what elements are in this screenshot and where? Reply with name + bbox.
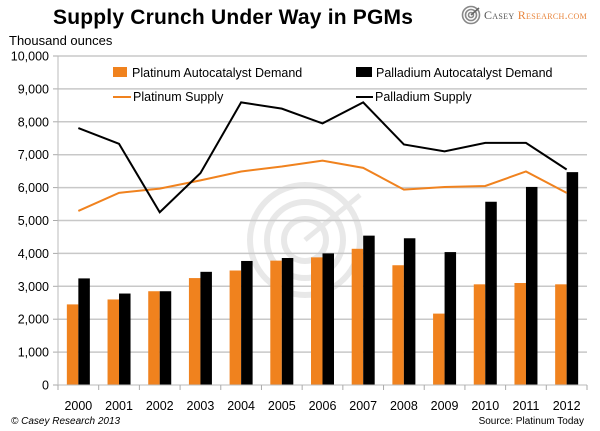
legend-swatch-palladium-demand: [356, 67, 372, 77]
bar-palladium-demand-2010: [485, 201, 497, 385]
x-tick-label: 2001: [105, 399, 133, 413]
x-tick-label: 2004: [227, 399, 255, 413]
x-tick-label: 2007: [349, 399, 377, 413]
y-tick-label: 5,000: [18, 214, 49, 228]
logo-text-casey: Casey: [484, 7, 515, 22]
y-axis-label: Thousand ounces: [9, 33, 113, 48]
bar-platinum-demand-2001: [107, 299, 120, 385]
line-palladium-supply: [77, 101, 568, 214]
bar-platinum-demand-2004: [229, 270, 242, 385]
y-tick-label: 0: [42, 379, 49, 393]
bar-palladium-demand-2004: [241, 260, 253, 385]
legend: Platinum Autocatalyst Demand Palladium A…: [113, 66, 553, 104]
bar-platinum-demand-2008: [392, 265, 404, 385]
x-tick-label: 2006: [309, 399, 337, 413]
y-tick-label: 1,000: [18, 346, 49, 360]
y-tick-label: 9,000: [18, 82, 49, 96]
casey-research-logo: Casey Research.com: [461, 5, 587, 25]
bar-platinum-demand-2002: [148, 291, 160, 385]
y-tick-label: 10,000: [11, 50, 49, 64]
x-tick-label: 2002: [146, 399, 174, 413]
bar-palladium-demand-2001: [119, 293, 131, 385]
x-tick-label: 2000: [64, 399, 92, 413]
bar-palladium-demand-2005: [281, 258, 294, 385]
source-note: Source: Platinum Today: [478, 416, 584, 427]
x-tick-label: 2010: [471, 399, 499, 413]
legend-label-platinum-demand: Platinum Autocatalyst Demand: [132, 66, 302, 80]
x-tick-label: 2012: [553, 399, 581, 413]
legend-label-platinum-supply: Platinum Supply: [133, 90, 224, 104]
bar-palladium-demand-2006: [322, 253, 334, 385]
logo-text-research: Research.com: [517, 7, 587, 22]
bar-palladium-demand-2011: [525, 186, 538, 385]
y-tick-label: 6,000: [18, 181, 49, 195]
bar-platinum-demand-2010: [473, 284, 486, 385]
bar-platinum-demand-2005: [270, 260, 282, 385]
x-tick-label: 2008: [390, 399, 418, 413]
bar-platinum-demand-2000: [66, 304, 79, 385]
bar-palladium-demand-2008: [403, 238, 416, 385]
legend-swatch-platinum-demand: [113, 67, 127, 77]
bar-palladium-demand-2009: [444, 252, 457, 385]
bar-palladium-demand-2007: [363, 235, 375, 385]
x-tick-label: 2003: [187, 399, 215, 413]
watermark-icon: [247, 182, 363, 298]
line-platinum-supply: [77, 159, 568, 212]
y-tick-label: 8,000: [18, 115, 49, 129]
bar-palladium-demand-2002: [159, 291, 172, 385]
bar-platinum-demand-2007: [351, 248, 364, 385]
x-tick-label: 2011: [513, 399, 540, 413]
bar-platinum-demand-2003: [188, 278, 201, 385]
y-tick-label: 2,000: [18, 313, 49, 327]
copyright-note: © Casey Research 2013: [11, 416, 121, 427]
chart-title: Supply Crunch Under Way in PGMs: [53, 6, 414, 29]
x-tick-label: 2009: [431, 399, 459, 413]
target-logo-icon: [461, 5, 481, 25]
legend-label-palladium-supply: Palladium Supply: [375, 90, 472, 104]
y-tick-label: 7,000: [18, 148, 49, 162]
y-tick-label: 3,000: [18, 280, 49, 294]
bar-palladium-demand-2000: [78, 278, 90, 385]
x-tick-label: 2005: [268, 399, 296, 413]
legend-label-palladium-demand: Palladium Autocatalyst Demand: [376, 66, 553, 80]
bar-palladium-demand-2012: [566, 172, 579, 385]
y-tick-label: 4,000: [18, 247, 49, 261]
bar-platinum-demand-2012: [555, 284, 567, 385]
bar-platinum-demand-2006: [311, 257, 323, 385]
bar-platinum-demand-2011: [514, 283, 526, 385]
bar-platinum-demand-2009: [433, 313, 445, 385]
bar-palladium-demand-2003: [200, 271, 212, 385]
